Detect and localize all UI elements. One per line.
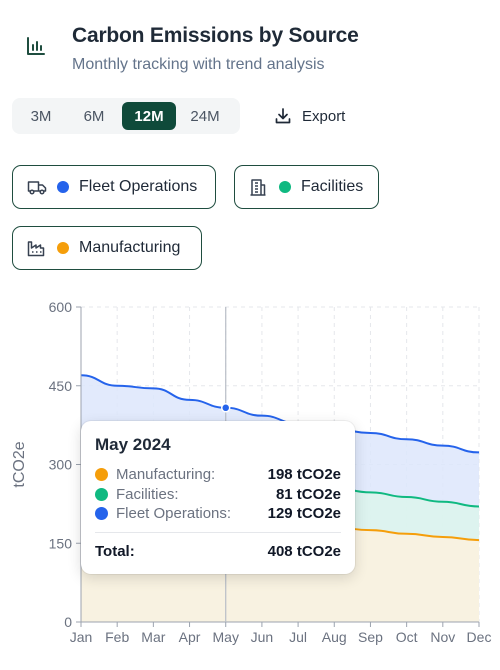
facilities-dot: [95, 487, 108, 501]
range-button-12m[interactable]: 12M: [122, 102, 176, 130]
tooltip-total: Total: 408 tCO2e: [95, 543, 341, 560]
export-button[interactable]: Export: [262, 100, 357, 132]
y-tick-label: 450: [49, 378, 73, 394]
bar-chart-icon: [22, 32, 50, 60]
filter-label: Facilities: [301, 178, 364, 195]
x-tick-label: Aug: [322, 629, 347, 645]
factory-icon: [27, 238, 47, 258]
x-tick-label: Sep: [358, 629, 383, 645]
chart-tooltip: May 2024 Manufacturing: 198 tCO2e Facili…: [81, 421, 355, 574]
header: Carbon Emissions by Source Monthly track…: [22, 24, 359, 74]
y-tick-label: 0: [64, 614, 72, 630]
tooltip-row-name: Facilities:: [116, 485, 179, 503]
x-tick-label: Jul: [289, 629, 307, 645]
y-axis-label: tCO2e: [11, 441, 28, 487]
y-tick-label: 300: [49, 457, 73, 473]
manufacturing-dot: [95, 468, 108, 482]
hover-point: [220, 403, 231, 413]
facilities-color-dot: [279, 181, 291, 193]
filter-manufacturing[interactable]: Manufacturing: [12, 226, 202, 270]
tooltip-row-name: Manufacturing:: [116, 466, 216, 484]
filter-facilities[interactable]: Facilities: [234, 165, 379, 209]
tooltip-row-fleet-operations: Fleet Operations: 129 tCO2e: [95, 504, 341, 524]
tooltip-total-label: Total:: [95, 542, 135, 560]
manufacturing-color-dot: [57, 242, 69, 254]
y-tick-label: 150: [49, 535, 73, 551]
tooltip-row-manufacturing: Manufacturing: 198 tCO2e: [95, 465, 341, 485]
filter-fleet-operations[interactable]: Fleet Operations: [12, 165, 216, 209]
fleet-dot: [95, 507, 108, 521]
truck-icon: [27, 177, 47, 197]
filter-label: Manufacturing: [79, 239, 181, 256]
range-button-6m[interactable]: 6M: [66, 102, 122, 130]
tooltip-row-value: 198 tCO2e: [267, 466, 341, 484]
range-button-24m[interactable]: 24M: [176, 102, 234, 130]
x-tick-label: Nov: [430, 629, 455, 645]
fleet-color-dot: [57, 181, 69, 193]
x-tick-label: Mar: [141, 629, 165, 645]
tooltip-row-facilities: Facilities: 81 tCO2e: [95, 485, 341, 505]
fleet-operations-line: [80, 374, 480, 454]
y-tick-label: 600: [49, 299, 73, 315]
x-tick-label: Oct: [396, 629, 418, 645]
x-tick-label: Jan: [70, 629, 93, 645]
tooltip-total-value: 408 tCO2e: [267, 542, 341, 560]
time-range-selector: 3M 6M 12M 24M: [12, 98, 240, 134]
tooltip-row-name: Fleet Operations:: [116, 505, 232, 523]
page-subtitle: Monthly tracking with trend analysis: [72, 56, 325, 73]
x-tick-label: Feb: [105, 629, 129, 645]
page-title: Carbon Emissions by Source: [72, 24, 359, 47]
building-icon: [249, 177, 269, 197]
range-button-3m[interactable]: 3M: [16, 102, 66, 130]
download-icon: [275, 108, 291, 124]
tooltip-row-value: 81 tCO2e: [275, 485, 341, 503]
x-tick-label: Apr: [179, 629, 201, 645]
export-label: Export: [302, 107, 346, 125]
filter-label: Fleet Operations: [79, 178, 198, 195]
tooltip-title: May 2024: [95, 435, 171, 454]
x-tick-label: Jun: [251, 629, 274, 645]
x-tick-label: May: [213, 629, 239, 645]
x-tick-label: Dec: [467, 629, 492, 645]
tooltip-row-value: 129 tCO2e: [267, 505, 341, 523]
tooltip-divider: [95, 531, 341, 533]
